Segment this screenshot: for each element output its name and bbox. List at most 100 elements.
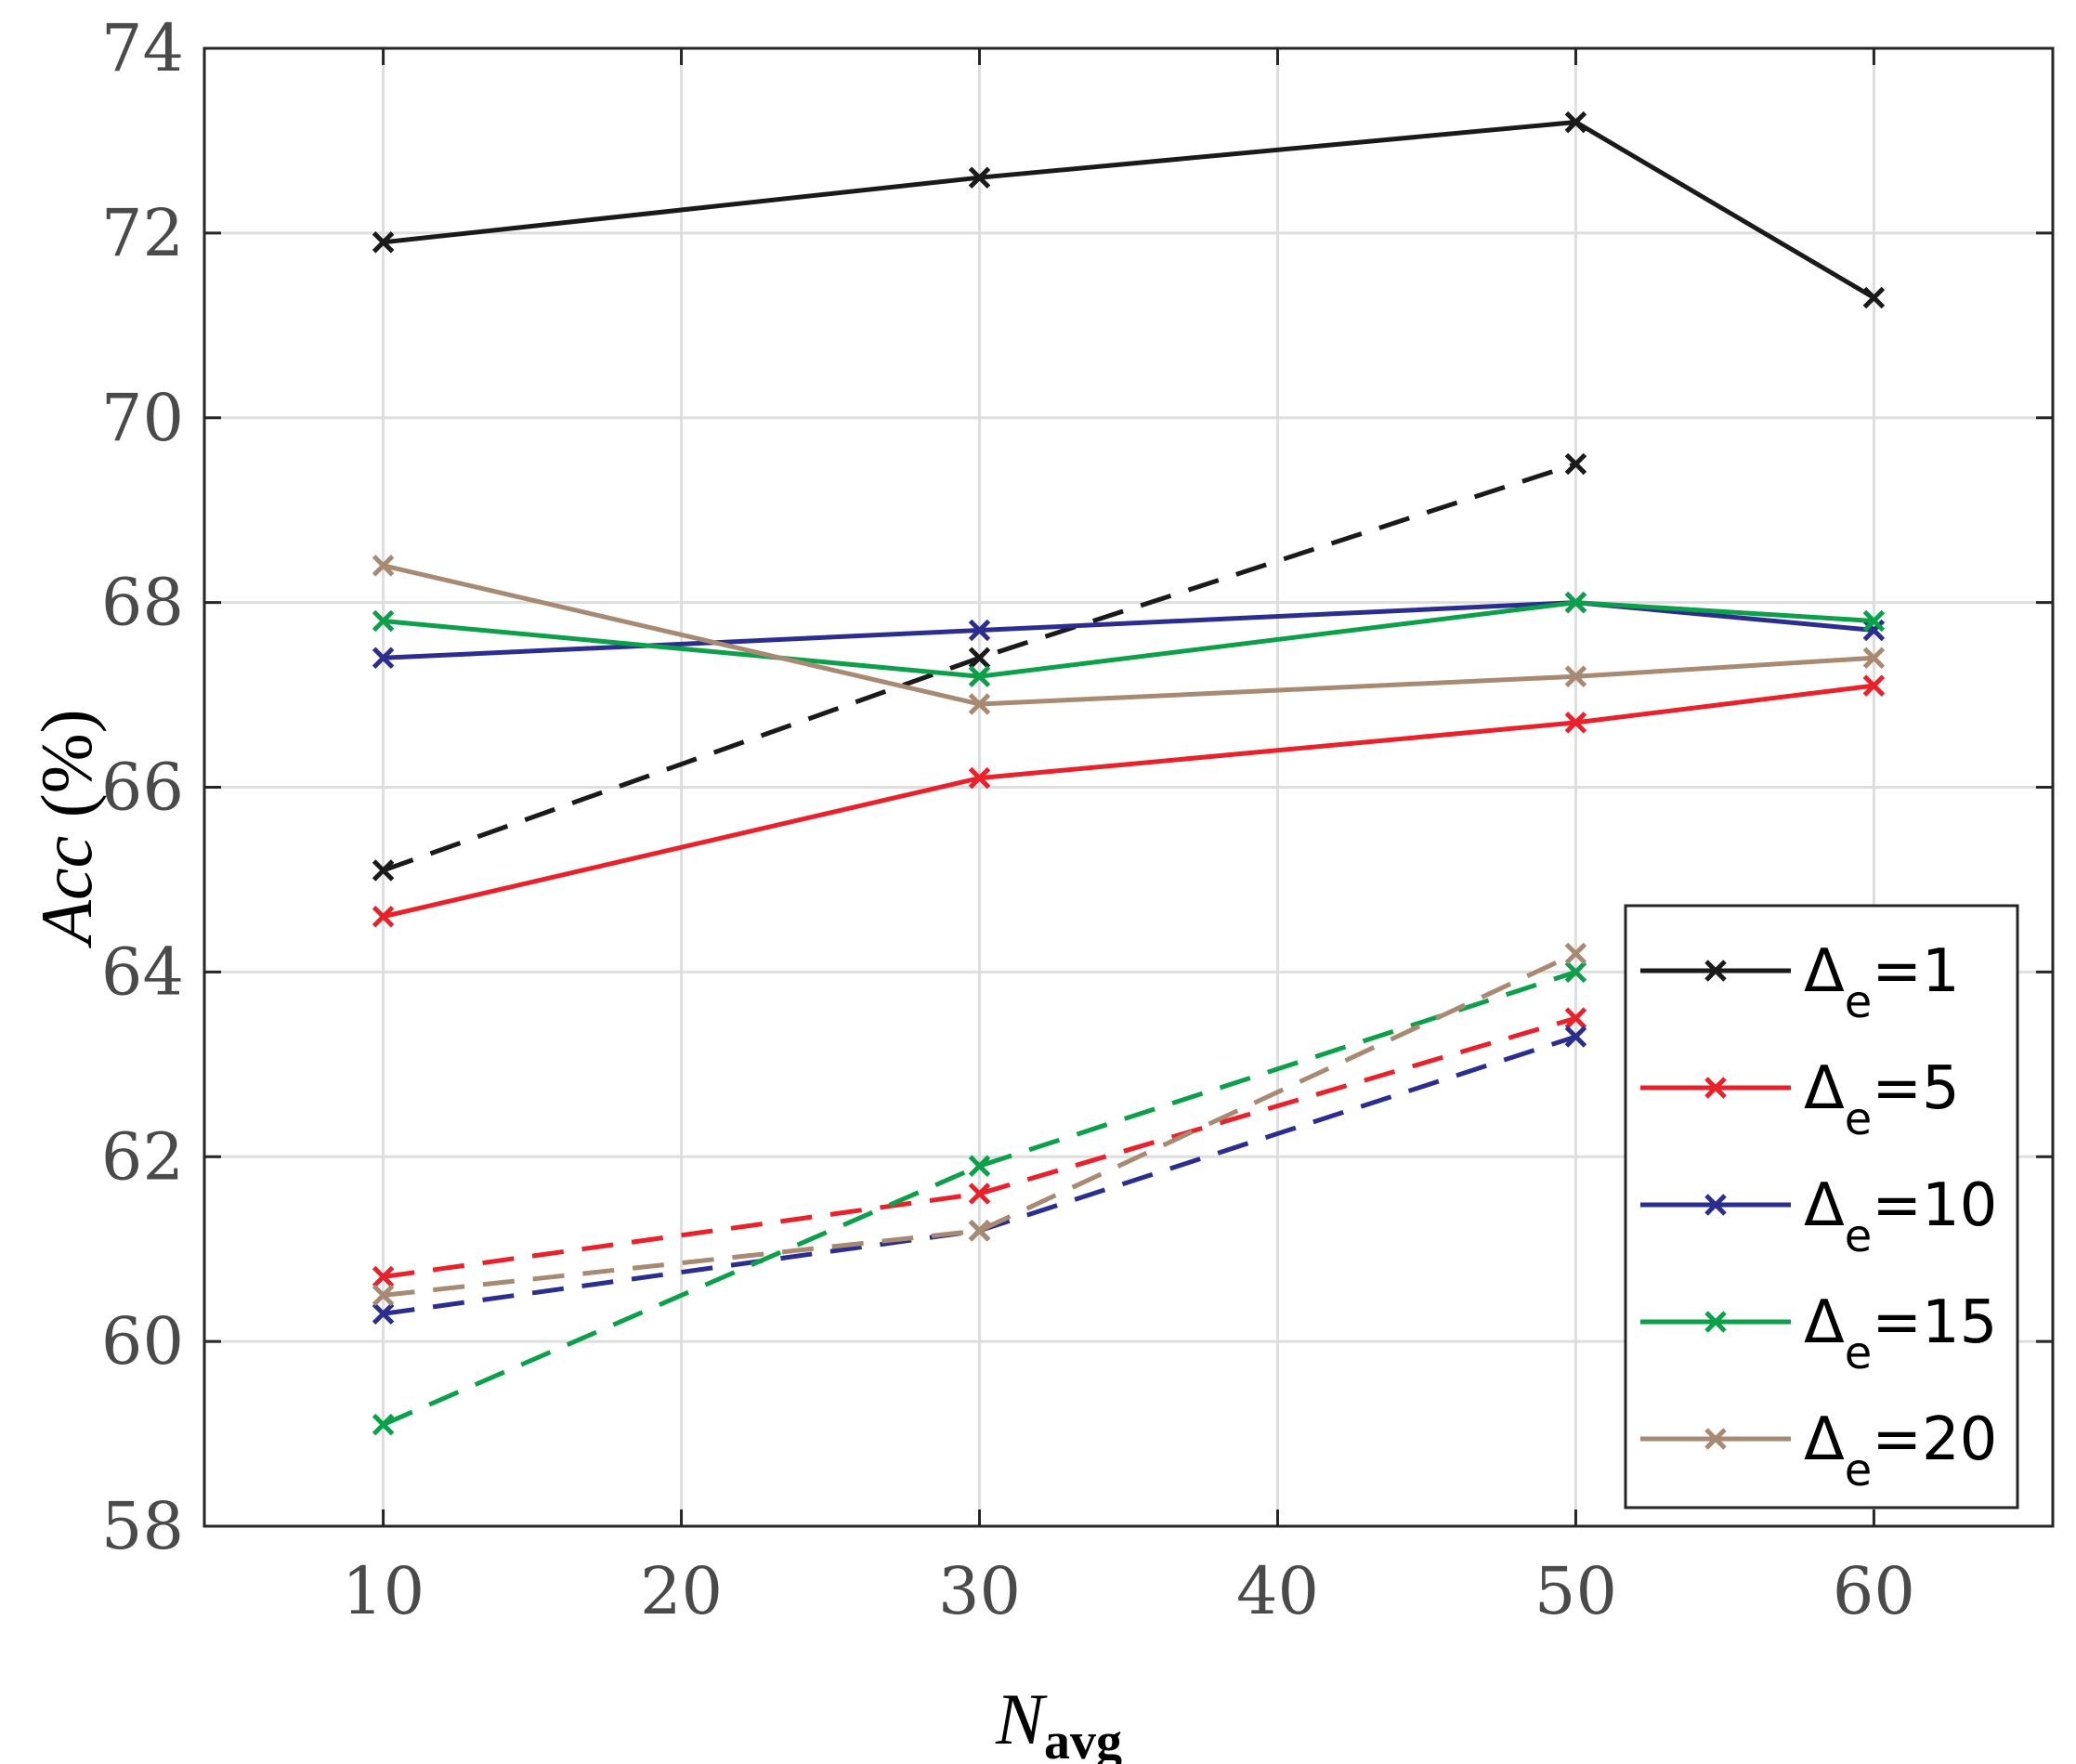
- legend-marker: [1704, 1077, 1727, 1099]
- series-polyline: [383, 600, 1874, 660]
- data-point-marker: [968, 647, 991, 670]
- series-polyline: [382, 970, 1577, 1427]
- series-lines: [372, 111, 1886, 1436]
- legend-label-symbol: Δ: [1804, 937, 1845, 1006]
- y-axis-ticks: 58 60 62 64 66 68 70 72 74: [101, 10, 2053, 1564]
- x-axis-title-sub: avg: [1044, 1713, 1122, 1764]
- legend-marker: [1704, 1311, 1727, 1333]
- legend-label-value: =10: [1872, 1171, 1997, 1240]
- x-tick-label: 60: [1833, 1553, 1915, 1629]
- series-polyline: [383, 563, 1874, 707]
- series-line: [372, 960, 1587, 1436]
- y-axis-title-unit: (%): [26, 709, 107, 817]
- data-point-marker: [372, 905, 395, 928]
- y-tick-label: 68: [101, 565, 184, 641]
- data-point-marker: [968, 693, 991, 715]
- legend-label-symbol: Δ: [1804, 1405, 1845, 1474]
- series-line: [372, 591, 1886, 687]
- y-axis-title: Acc (%): [26, 709, 107, 948]
- data-point-marker: [372, 1284, 395, 1307]
- legend-label-value: =1: [1872, 937, 1959, 1006]
- y-tick-label: 62: [101, 1118, 184, 1195]
- data-point-marker: [1564, 111, 1587, 134]
- x-tick-label: 20: [640, 1553, 723, 1629]
- data-point-marker: [968, 619, 991, 642]
- series-line: [372, 674, 1886, 928]
- data-point-marker: [1564, 591, 1587, 614]
- data-point-marker: [1564, 665, 1587, 687]
- y-tick-label: 58: [101, 1488, 184, 1564]
- data-point-marker: [1862, 609, 1886, 633]
- data-point-marker: [968, 1183, 991, 1205]
- data-point-marker: [372, 609, 395, 633]
- series-polyline: [383, 683, 1874, 920]
- x-axis-title: Navg: [995, 1679, 1122, 1764]
- data-point-marker: [372, 1265, 395, 1288]
- data-point-marker: [372, 647, 395, 670]
- y-tick-label: 64: [101, 934, 184, 1010]
- x-tick-label: 50: [1534, 1553, 1617, 1629]
- legend-label-sub: e: [1845, 1444, 1873, 1496]
- data-point-marker: [1564, 1007, 1587, 1029]
- legend-marker: [1704, 960, 1727, 982]
- legend-entry: Δe=10: [1640, 1171, 1997, 1262]
- legend-label-value: =5: [1872, 1054, 1959, 1123]
- y-tick-label: 60: [101, 1303, 184, 1379]
- y-tick-label: 74: [101, 10, 184, 86]
- data-point-marker: [1564, 452, 1587, 476]
- series-polyline: [383, 600, 1874, 679]
- x-tick-label: 10: [342, 1553, 424, 1629]
- data-point-marker: [968, 166, 991, 189]
- x-tick-label: 40: [1236, 1553, 1319, 1629]
- legend-label: Δe=20: [1804, 1405, 1997, 1496]
- series-polyline: [383, 119, 1875, 300]
- data-point-marker: [968, 665, 991, 687]
- data-point-marker: [1564, 942, 1587, 965]
- data-point-marker: [968, 1155, 991, 1177]
- legend-label: Δe=1: [1804, 937, 1960, 1028]
- data-point-marker: [1564, 960, 1587, 984]
- data-point-marker: [1862, 286, 1886, 309]
- legend-entry: Δe=20: [1640, 1405, 1997, 1496]
- legend-label-value: =15: [1872, 1288, 1997, 1357]
- legend-marker: [1704, 1428, 1727, 1450]
- x-axis-ticks: 10 20 30 40 50 60: [342, 48, 1915, 1629]
- series-line: [372, 555, 1886, 715]
- legend-label: Δe=10: [1804, 1171, 1997, 1262]
- legend-label: Δe=5: [1804, 1054, 1960, 1145]
- data-point-marker: [372, 1413, 395, 1436]
- series-line: [372, 111, 1886, 309]
- legend-entry: Δe=1: [1640, 937, 1960, 1028]
- x-axis-title-main: N: [995, 1679, 1048, 1759]
- data-point-marker: [1564, 1026, 1587, 1048]
- legend-label-sub: e: [1845, 976, 1873, 1028]
- data-point-marker: [968, 766, 991, 790]
- legend-label-sub: e: [1845, 1327, 1873, 1379]
- legend-label-symbol: Δ: [1804, 1288, 1845, 1357]
- data-point-marker: [372, 1302, 395, 1326]
- legend-label-sub: e: [1845, 1093, 1873, 1145]
- legend-marker: [1704, 1194, 1727, 1216]
- data-point-marker: [372, 859, 395, 882]
- data-point-marker: [372, 231, 395, 254]
- data-point-marker: [1862, 647, 1886, 670]
- y-tick-label: 72: [101, 195, 184, 271]
- data-point-marker: [1862, 674, 1886, 697]
- x-tick-label: 30: [938, 1553, 1021, 1629]
- series-line: [372, 452, 1587, 882]
- legend-label-sub: e: [1845, 1210, 1873, 1262]
- data-point-marker: [968, 1220, 991, 1242]
- legend-label-value: =20: [1872, 1405, 1997, 1474]
- data-point-marker: [372, 555, 395, 577]
- y-axis-title-main: Acc: [26, 836, 107, 949]
- legend-entry: Δe=15: [1640, 1288, 1997, 1379]
- data-point-marker: [1564, 712, 1587, 734]
- legend-entry: Δe=5: [1640, 1054, 1960, 1145]
- y-tick-label: 70: [101, 380, 184, 456]
- y-tick-label: 66: [101, 750, 184, 826]
- legend-label-symbol: Δ: [1804, 1171, 1845, 1240]
- series-line: [372, 1007, 1587, 1288]
- legend-label: Δe=15: [1804, 1288, 1997, 1379]
